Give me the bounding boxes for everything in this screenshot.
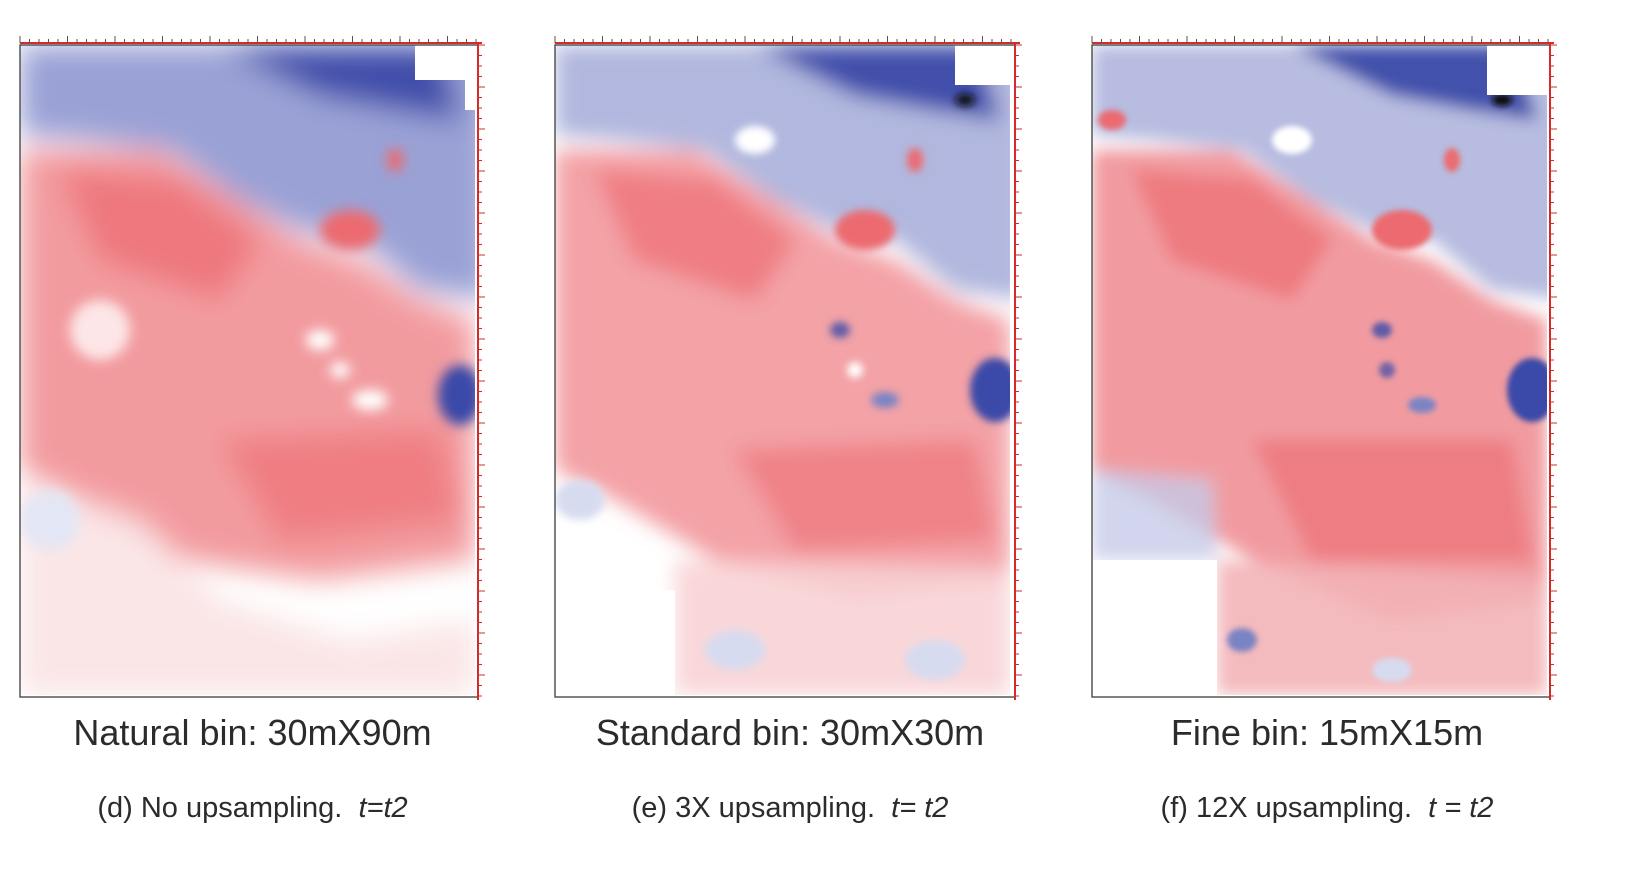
panel-f: Fine bin: 15mX15m (f) 12X upsampling. t … [1091,0,1562,880]
seismic-map-f [1091,36,1557,700]
panel-d: Natural bin: 30mX90m (d) No upsampling. … [19,0,485,880]
caption-e: (e) 3X upsampling. t= t2 [555,792,1025,825]
seismic-map-e [554,36,1022,700]
bin-label-e: Standard bin: 30mX30m [595,712,985,753]
axis-ticks-e [554,36,1022,697]
bin-label-d: Natural bin: 30mX90m [73,712,432,753]
caption-text-f: (f) 12X upsampling. [1160,792,1413,824]
caption-time-e: t= t2 [891,792,949,824]
caption-text-e: (e) 3X upsampling. [631,792,876,824]
seismic-map-d [19,36,485,700]
caption-text-d: (d) No upsampling. [97,792,343,824]
caption-d: (d) No upsampling. t=t2 [20,792,485,825]
caption-f: (f) 12X upsampling. t = t2 [1092,792,1562,825]
panel-e: Standard bin: 30mX30m (e) 3X upsampling.… [554,0,1025,880]
bin-label-f: Fine bin: 15mX15m [1170,712,1484,753]
axis-ticks-f [1091,36,1557,697]
caption-time-f: t = t2 [1428,792,1494,824]
caption-time-d: t=t2 [358,792,408,824]
axis-ticks-d [19,36,485,697]
